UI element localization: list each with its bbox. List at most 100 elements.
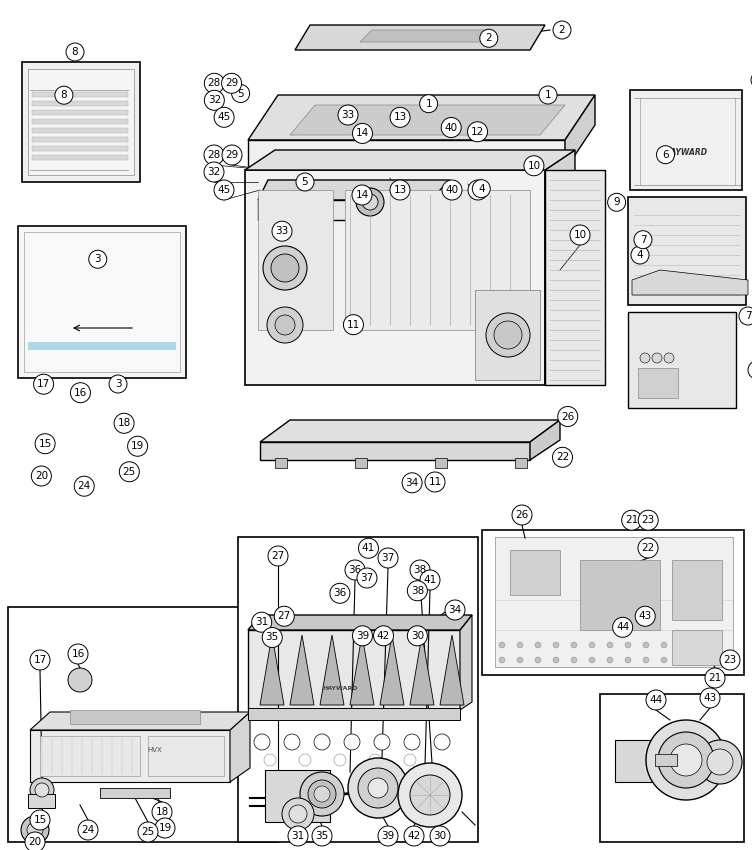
Circle shape bbox=[300, 772, 344, 816]
Circle shape bbox=[670, 744, 702, 776]
Circle shape bbox=[638, 510, 658, 530]
Text: 30: 30 bbox=[411, 631, 424, 641]
Text: 7: 7 bbox=[744, 311, 751, 321]
Circle shape bbox=[661, 642, 667, 648]
Circle shape bbox=[751, 71, 752, 89]
Circle shape bbox=[21, 816, 49, 844]
Circle shape bbox=[374, 734, 390, 750]
Bar bbox=[615, 740, 655, 782]
Circle shape bbox=[358, 768, 398, 808]
Polygon shape bbox=[248, 630, 460, 710]
Circle shape bbox=[252, 612, 271, 632]
Text: 28: 28 bbox=[208, 150, 220, 160]
Text: 19: 19 bbox=[131, 441, 144, 451]
Circle shape bbox=[613, 617, 632, 638]
Polygon shape bbox=[260, 420, 560, 442]
Circle shape bbox=[646, 690, 666, 710]
Bar bbox=[580, 560, 660, 630]
Polygon shape bbox=[248, 140, 565, 170]
Circle shape bbox=[664, 353, 674, 363]
Circle shape bbox=[299, 754, 311, 766]
Bar bbox=[435, 458, 447, 468]
Circle shape bbox=[434, 734, 450, 750]
Text: 23: 23 bbox=[641, 515, 655, 525]
Text: 19: 19 bbox=[159, 823, 171, 833]
Circle shape bbox=[494, 321, 522, 349]
Text: 43: 43 bbox=[638, 611, 652, 621]
Circle shape bbox=[68, 644, 88, 664]
Circle shape bbox=[553, 642, 559, 648]
Circle shape bbox=[274, 606, 294, 626]
Text: 12: 12 bbox=[472, 185, 484, 195]
Text: 29: 29 bbox=[225, 78, 238, 88]
Circle shape bbox=[214, 107, 234, 127]
Bar bbox=[28, 342, 176, 350]
Text: 37: 37 bbox=[381, 553, 395, 563]
Circle shape bbox=[410, 560, 430, 580]
Circle shape bbox=[404, 826, 424, 846]
Bar bbox=[24, 232, 180, 372]
Text: 45: 45 bbox=[217, 185, 231, 195]
Circle shape bbox=[646, 720, 726, 800]
Circle shape bbox=[345, 560, 365, 580]
Circle shape bbox=[296, 173, 314, 191]
Circle shape bbox=[634, 230, 652, 249]
Text: 43: 43 bbox=[703, 693, 717, 703]
Bar bbox=[32, 137, 128, 142]
Text: 3: 3 bbox=[95, 254, 101, 264]
Text: 34: 34 bbox=[405, 478, 419, 488]
Polygon shape bbox=[410, 635, 434, 705]
Circle shape bbox=[334, 754, 346, 766]
Circle shape bbox=[66, 43, 84, 61]
Circle shape bbox=[700, 688, 720, 708]
Text: 35: 35 bbox=[265, 632, 279, 643]
Circle shape bbox=[420, 94, 438, 113]
Circle shape bbox=[652, 353, 662, 363]
Circle shape bbox=[739, 307, 752, 325]
Bar bbox=[630, 90, 742, 190]
Text: 15: 15 bbox=[33, 815, 47, 825]
Polygon shape bbox=[260, 442, 530, 460]
Text: 5: 5 bbox=[302, 177, 308, 187]
Text: 36: 36 bbox=[348, 565, 362, 575]
Polygon shape bbox=[320, 635, 344, 705]
Circle shape bbox=[608, 193, 626, 212]
Circle shape bbox=[27, 822, 43, 838]
Polygon shape bbox=[440, 635, 464, 705]
Text: HAYWARD: HAYWARD bbox=[322, 685, 358, 690]
Circle shape bbox=[622, 510, 641, 530]
Text: 41: 41 bbox=[423, 575, 437, 585]
Circle shape bbox=[512, 505, 532, 525]
Text: 44: 44 bbox=[650, 695, 663, 705]
Text: 22: 22 bbox=[641, 543, 655, 553]
Text: HAYWARD: HAYWARD bbox=[665, 148, 708, 156]
Text: 40: 40 bbox=[444, 122, 458, 133]
Circle shape bbox=[348, 758, 408, 818]
Text: 18: 18 bbox=[117, 418, 131, 428]
Circle shape bbox=[378, 826, 398, 846]
Circle shape bbox=[553, 447, 572, 468]
Polygon shape bbox=[260, 635, 284, 705]
Circle shape bbox=[571, 657, 577, 663]
Circle shape bbox=[114, 413, 134, 434]
Circle shape bbox=[282, 798, 314, 830]
Bar bbox=[628, 312, 736, 408]
Circle shape bbox=[362, 194, 378, 210]
Polygon shape bbox=[290, 635, 314, 705]
Text: 29: 29 bbox=[226, 150, 238, 160]
Polygon shape bbox=[350, 635, 374, 705]
Polygon shape bbox=[545, 150, 575, 385]
Text: 38: 38 bbox=[411, 586, 424, 596]
Text: 38: 38 bbox=[414, 565, 426, 575]
Polygon shape bbox=[290, 105, 565, 135]
Circle shape bbox=[468, 180, 488, 200]
Text: 15: 15 bbox=[38, 439, 52, 449]
Circle shape bbox=[625, 657, 631, 663]
Circle shape bbox=[262, 627, 282, 648]
Circle shape bbox=[661, 657, 667, 663]
Text: HVX: HVX bbox=[147, 747, 162, 753]
Circle shape bbox=[71, 382, 90, 403]
Text: 14: 14 bbox=[356, 128, 369, 139]
Bar bbox=[8, 607, 278, 842]
Polygon shape bbox=[565, 95, 595, 170]
